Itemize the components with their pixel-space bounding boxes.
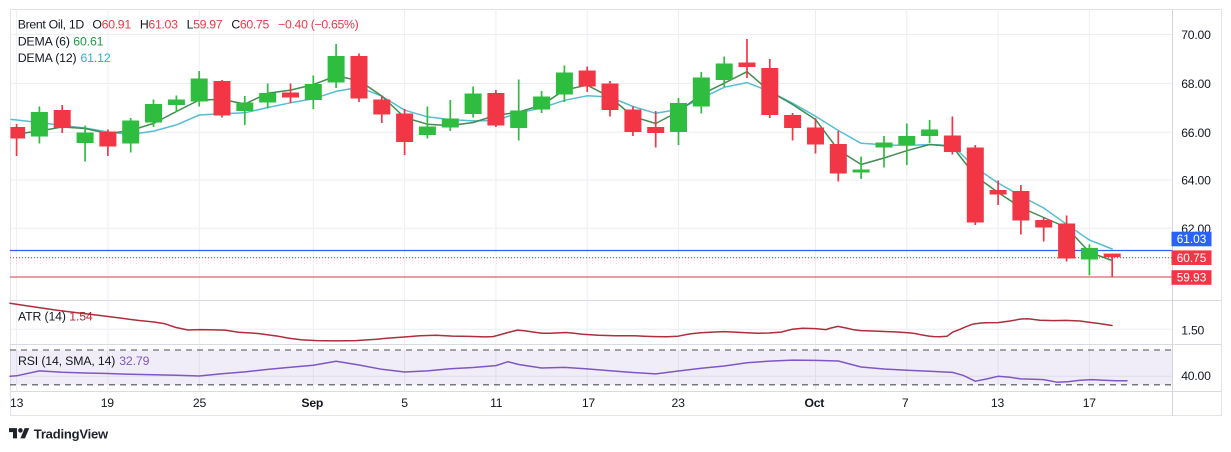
svg-text:DEMA (12)61.12: DEMA (12) 61.12 (18, 51, 111, 65)
svg-text:1.50: 1.50 (1181, 324, 1204, 338)
svg-text:19: 19 (101, 396, 115, 410)
svg-text:ATR (14)1.54: ATR (14) 1.54 (18, 310, 93, 324)
svg-text:60.75: 60.75 (1177, 251, 1207, 265)
svg-text:Sep: Sep (301, 396, 323, 410)
svg-text:64.00: 64.00 (1181, 174, 1211, 188)
svg-text:23: 23 (672, 396, 686, 410)
svg-text:RSI (14, SMA, 14)32.79: RSI (14, SMA, 14) 32.79 (18, 354, 150, 368)
svg-text:DEMA (6)60.61: DEMA (6) 60.61 (18, 35, 104, 49)
svg-text:61.03: 61.03 (1177, 232, 1207, 246)
svg-text:5: 5 (401, 396, 408, 410)
svg-text:Oct: Oct (804, 396, 824, 410)
svg-text:17: 17 (582, 396, 596, 410)
svg-text:13: 13 (991, 396, 1005, 410)
svg-text:7: 7 (902, 396, 909, 410)
svg-text:17: 17 (1083, 396, 1097, 410)
svg-text:11: 11 (490, 396, 503, 410)
svg-text:66.00: 66.00 (1181, 126, 1211, 140)
svg-text:TradingView: TradingView (34, 427, 109, 442)
svg-text:70.00: 70.00 (1181, 28, 1211, 42)
svg-text:59.93: 59.93 (1177, 271, 1207, 285)
svg-text:25: 25 (193, 396, 207, 410)
svg-text:68.00: 68.00 (1181, 77, 1211, 91)
svg-text:40.00: 40.00 (1181, 369, 1211, 383)
svg-text:13: 13 (10, 396, 24, 410)
